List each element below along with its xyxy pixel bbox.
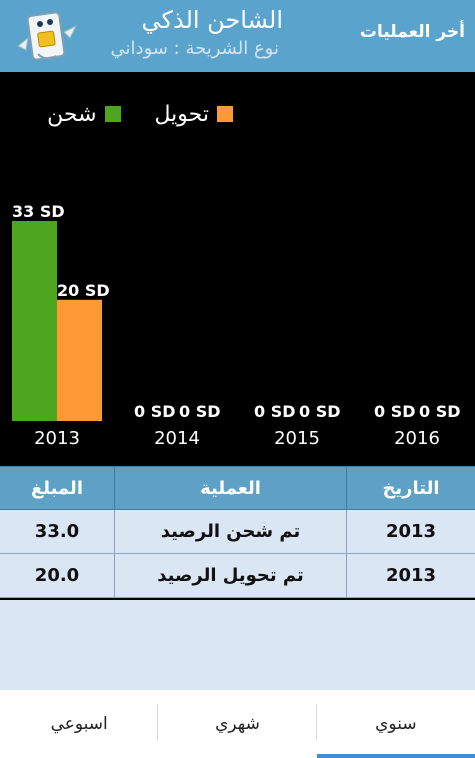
operations-table: التاريخ العملية المبلغ 2013 تم شحن الرصي… [0,466,475,598]
recent-operations-button[interactable]: أخر العمليات [359,22,465,42]
tab-monthly[interactable]: شهري [158,690,318,758]
data-label-charge-2013: 33 SD [12,202,65,221]
data-label-transfer-2016: 0 SD [419,402,461,421]
table-row[interactable]: 2013 تم تحويل الرصيد 20.0 [0,554,475,598]
data-label-transfer-2015: 0 SD [299,402,341,421]
data-label-transfer-2013: 20 SD [57,281,110,300]
bar-transfer-2013 [57,299,102,421]
header-date[interactable]: التاريخ [346,467,475,509]
chart-legend: تحويل شحن [47,100,233,128]
legend-item-transfer: تحويل [155,102,233,127]
x-tick-label-2016: 2016 [394,428,440,449]
cell-date: 2013 [346,510,475,553]
header-amount[interactable]: المبلغ [31,477,83,499]
legend-swatch-charge [104,106,121,122]
legend-item-charge: شحن [47,101,121,127]
data-label-transfer-2014: 0 SD [179,402,221,421]
tab-weekly[interactable]: اسبوعي [0,690,159,758]
cell-amount: 20.0 [34,565,80,586]
x-tick-label-2014: 2014 [154,428,200,449]
table-header: التاريخ العملية المبلغ [0,466,475,510]
period-tabs: سنوي شهري اسبوعي [0,690,475,758]
x-tick-label-2015: 2015 [274,428,320,449]
sim-card-mascot-icon [12,8,80,66]
legend-label-transfer: تحويل [154,101,209,127]
table-empty-area [0,600,475,690]
data-label-charge-2014: 0 SD [134,402,176,421]
app-header: الشاحن الذكي نوع الشريحة : سوداني أخر ال… [0,0,475,72]
legend-swatch-transfer [217,106,233,122]
x-tick-label-2013: 2013 [34,428,80,449]
cell-operation: تم شحن الرصيد [114,510,346,553]
chart-area: تحويل شحن 33 SD 20 SD 2013 0 SD 0 SD 2014 0 SD… [0,72,475,466]
app-title: الشاحن الذكي [141,6,283,34]
bar-charge-2013 [12,221,57,421]
header-operation[interactable]: العملية [114,467,346,509]
cell-operation: تم تحويل الرصيد [114,554,346,597]
legend-label-charge: شحن [47,101,97,127]
tab-yearly[interactable]: سنوي [316,690,475,758]
cell-date: 2013 [346,554,475,597]
cell-amount: 33.0 [34,521,80,542]
data-label-charge-2016: 0 SD [374,402,416,421]
data-label-charge-2015: 0 SD [254,402,296,421]
table-row[interactable]: 2013 تم شحن الرصيد 33.0 [0,510,475,554]
sim-type-label: نوع الشريحة : سوداني [110,38,279,59]
